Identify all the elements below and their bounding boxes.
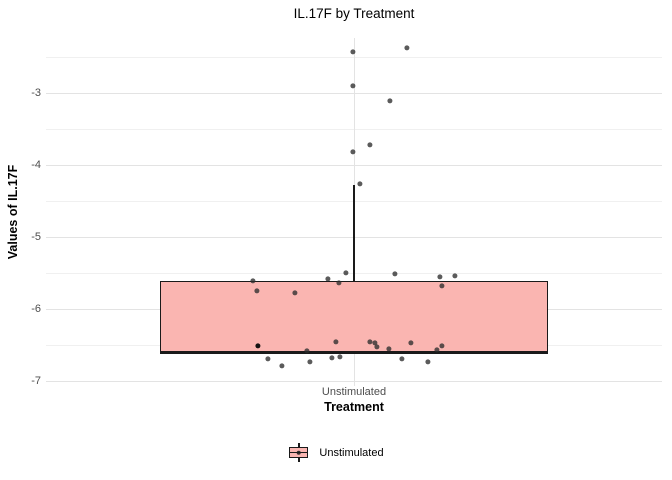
jitter-point (329, 355, 335, 361)
jitter-point (292, 290, 298, 296)
y-tick-label: -7 (31, 374, 41, 387)
jitter-point (333, 339, 339, 345)
jitter-point (350, 82, 356, 89)
jitter-point (336, 280, 342, 286)
chart-title: IL.17F by Treatment (293, 6, 415, 21)
y-tick-label: -3 (31, 86, 41, 99)
jitter-point (425, 359, 431, 365)
jitter-point (437, 274, 443, 280)
jitter-point (343, 270, 349, 276)
median-line (160, 351, 548, 354)
jitter-point (254, 288, 260, 294)
upper-whisker (353, 184, 355, 281)
jitter-point (399, 356, 405, 362)
jitter-point (439, 283, 445, 289)
jitter-point (367, 339, 373, 345)
jitter-point (304, 348, 310, 354)
jitter-point (350, 149, 356, 155)
jitter-point (357, 180, 363, 187)
jitter-point (250, 278, 256, 284)
jitter-point (265, 356, 271, 362)
jitter-point (350, 49, 356, 55)
jitter-point (404, 45, 410, 51)
jitter-point (386, 346, 392, 352)
x-axis-title: Treatment (324, 400, 384, 414)
legend: Unstimulated (0, 441, 672, 464)
jitter-point (387, 98, 393, 104)
legend-boxplot-key-icon (288, 441, 310, 464)
jitter-point (337, 354, 343, 360)
jitter-point (279, 363, 285, 369)
jitter-point (439, 343, 445, 349)
x-tick-label: Unstimulated (321, 386, 387, 398)
jitter-point (408, 340, 414, 346)
legend-key-point (296, 450, 302, 455)
y-tick-label: -4 (31, 158, 41, 171)
jitter-point (307, 359, 313, 365)
jitter-point (255, 343, 261, 349)
y-tick-label: -6 (31, 302, 41, 315)
legend-label: Unstimulated (319, 446, 384, 459)
y-tick-label: -5 (31, 230, 41, 243)
jitter-point (325, 276, 331, 282)
jitter-point (434, 347, 440, 353)
jitter-point (372, 340, 378, 346)
jitter-point (392, 271, 398, 277)
box (160, 280, 548, 354)
jitter-point (367, 142, 373, 148)
jitter-point (374, 344, 380, 350)
jitter-point (452, 273, 458, 279)
